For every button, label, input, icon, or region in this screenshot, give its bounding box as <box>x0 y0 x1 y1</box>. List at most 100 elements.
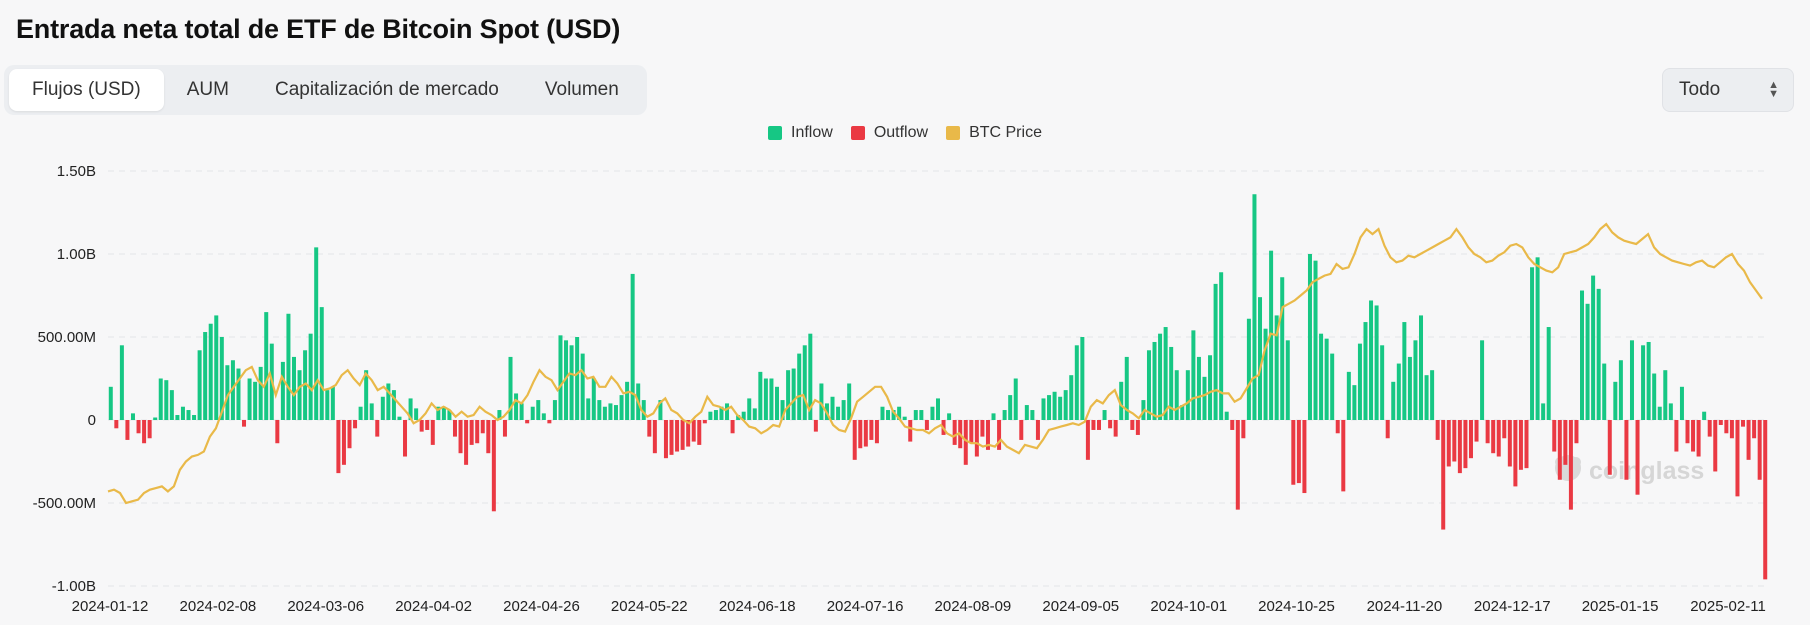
inflow-bar <box>991 413 996 420</box>
inflow-bar <box>108 386 113 420</box>
inflow-bar <box>1013 378 1018 420</box>
inflow-bar <box>580 353 585 420</box>
y-tick-label: 0 <box>88 412 96 429</box>
inflow-bar <box>902 416 907 420</box>
outflow-bar <box>1491 420 1496 454</box>
inflow-bar <box>1480 340 1485 420</box>
inflow-bar <box>1424 375 1429 420</box>
legend-item-inflow[interactable]: Inflow <box>768 124 833 142</box>
outflow-bar <box>1108 420 1113 429</box>
inflow-bar <box>1646 341 1651 420</box>
inflow-bar <box>1174 370 1179 420</box>
outflow-bar <box>375 420 380 437</box>
inflow-bar <box>1391 381 1396 420</box>
legend-item-outflow[interactable]: Outflow <box>850 124 928 142</box>
inflow-bar <box>797 353 802 420</box>
inflow-bar <box>791 368 796 420</box>
inflow-bar <box>1663 370 1668 420</box>
outflow-bar <box>1341 420 1346 492</box>
inflow-bar <box>325 390 330 420</box>
legend-label-btc-price: BTC Price <box>969 124 1042 141</box>
outflow-bar <box>1513 420 1518 487</box>
outflow-bar <box>1574 420 1579 444</box>
inflow-bar <box>775 386 779 420</box>
outflow-bar <box>1563 420 1568 465</box>
inflow-bar <box>602 406 607 420</box>
inflow-bar <box>1258 297 1263 420</box>
tab-aum[interactable]: AUM <box>186 79 229 100</box>
inflow-bar <box>1041 398 1046 420</box>
inflow-bar <box>236 368 241 420</box>
inflow-bar <box>258 366 263 420</box>
inflow-bar <box>947 413 952 420</box>
outflow-bar <box>1496 420 1501 457</box>
y-axis: 1.50B 1.00B 500.00M 0 -500.00M -1.00B <box>33 163 96 595</box>
outflow-bar <box>1724 420 1729 434</box>
inflow-bar <box>536 400 541 420</box>
tab-flows-usd[interactable]: Flujos (USD) <box>9 69 164 111</box>
inflow-bar <box>1185 370 1190 420</box>
outflow-bar <box>1085 420 1090 460</box>
inflow-bar <box>1396 363 1401 420</box>
outflow-bar <box>691 420 696 442</box>
x-tick-label: 2024-04-02 <box>395 598 472 615</box>
inflow-bar <box>1541 403 1546 420</box>
chart-legend: Inflow Outflow BTC Price <box>0 124 1810 142</box>
x-tick-label: 2024-07-16 <box>827 598 904 615</box>
inflow-bar <box>247 378 252 420</box>
inflow-bar <box>769 378 774 420</box>
inflow-bar <box>1369 300 1374 420</box>
tab-volume[interactable]: Volumen <box>544 79 619 100</box>
outflow-bar <box>425 420 430 430</box>
outflow-bar <box>1735 420 1740 497</box>
x-tick-label: 2024-02-08 <box>180 598 257 615</box>
outflow-bar <box>430 420 435 445</box>
y-tick-label: 500.00M <box>38 329 96 346</box>
x-tick-label: 2024-06-18 <box>719 598 796 615</box>
inflow-bar <box>597 400 602 420</box>
inflow-bar <box>630 273 635 420</box>
inflow-bar <box>1413 340 1418 420</box>
inflow-bar <box>830 396 835 420</box>
legend-item-btc-price[interactable]: BTC Price <box>946 124 1042 142</box>
inflow-bar <box>230 360 235 420</box>
inflow-bar <box>1224 411 1229 420</box>
inflow-bar <box>836 406 841 420</box>
inflow-bar <box>414 408 419 420</box>
inflow-bar <box>552 400 557 420</box>
outflow-bar <box>1763 420 1768 580</box>
outflow-bar <box>1235 420 1240 510</box>
outflow-bar <box>647 420 652 437</box>
inflow-bar <box>1324 338 1329 420</box>
x-axis: 2024-01-12 2024-02-08 2024-03-06 2024-04-02… <box>72 598 1766 615</box>
outflow-bar <box>663 420 668 459</box>
inflow-bar <box>1380 345 1385 420</box>
inflow-bar <box>530 406 535 420</box>
inflow-bar <box>380 396 385 420</box>
outflow-swatch <box>850 126 865 140</box>
inflow-bar <box>1002 410 1007 420</box>
range-select[interactable]: Todo ▲ ▼ <box>1662 68 1794 112</box>
inflow-bar <box>802 345 807 420</box>
flow-bars <box>108 194 1768 580</box>
outflow-bar <box>1696 420 1701 457</box>
inflow-bar <box>1374 305 1379 420</box>
outflow-bar <box>1718 420 1723 425</box>
outflow-bar <box>480 420 485 434</box>
inflow-bar <box>758 371 763 420</box>
outflow-bar <box>1607 420 1612 475</box>
outflow-bar <box>869 420 874 440</box>
inflow-bar <box>736 415 741 420</box>
inflow-bar <box>441 406 446 420</box>
outflow-bar <box>863 420 868 447</box>
inflow-bar <box>641 400 646 420</box>
inflow-bar <box>763 378 768 420</box>
inflow-bar <box>1074 345 1079 420</box>
outflow-bar <box>675 420 680 452</box>
outflow-bar <box>242 420 247 427</box>
outflow-bar <box>669 420 674 455</box>
outflow-bar <box>475 420 480 444</box>
tab-market-cap[interactable]: Capitalización de mercado <box>274 79 499 100</box>
outflow-bar <box>1468 420 1473 459</box>
outflow-bar <box>1291 420 1296 485</box>
